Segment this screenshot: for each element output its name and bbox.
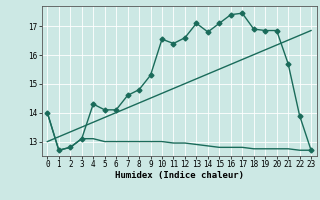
X-axis label: Humidex (Indice chaleur): Humidex (Indice chaleur) <box>115 171 244 180</box>
